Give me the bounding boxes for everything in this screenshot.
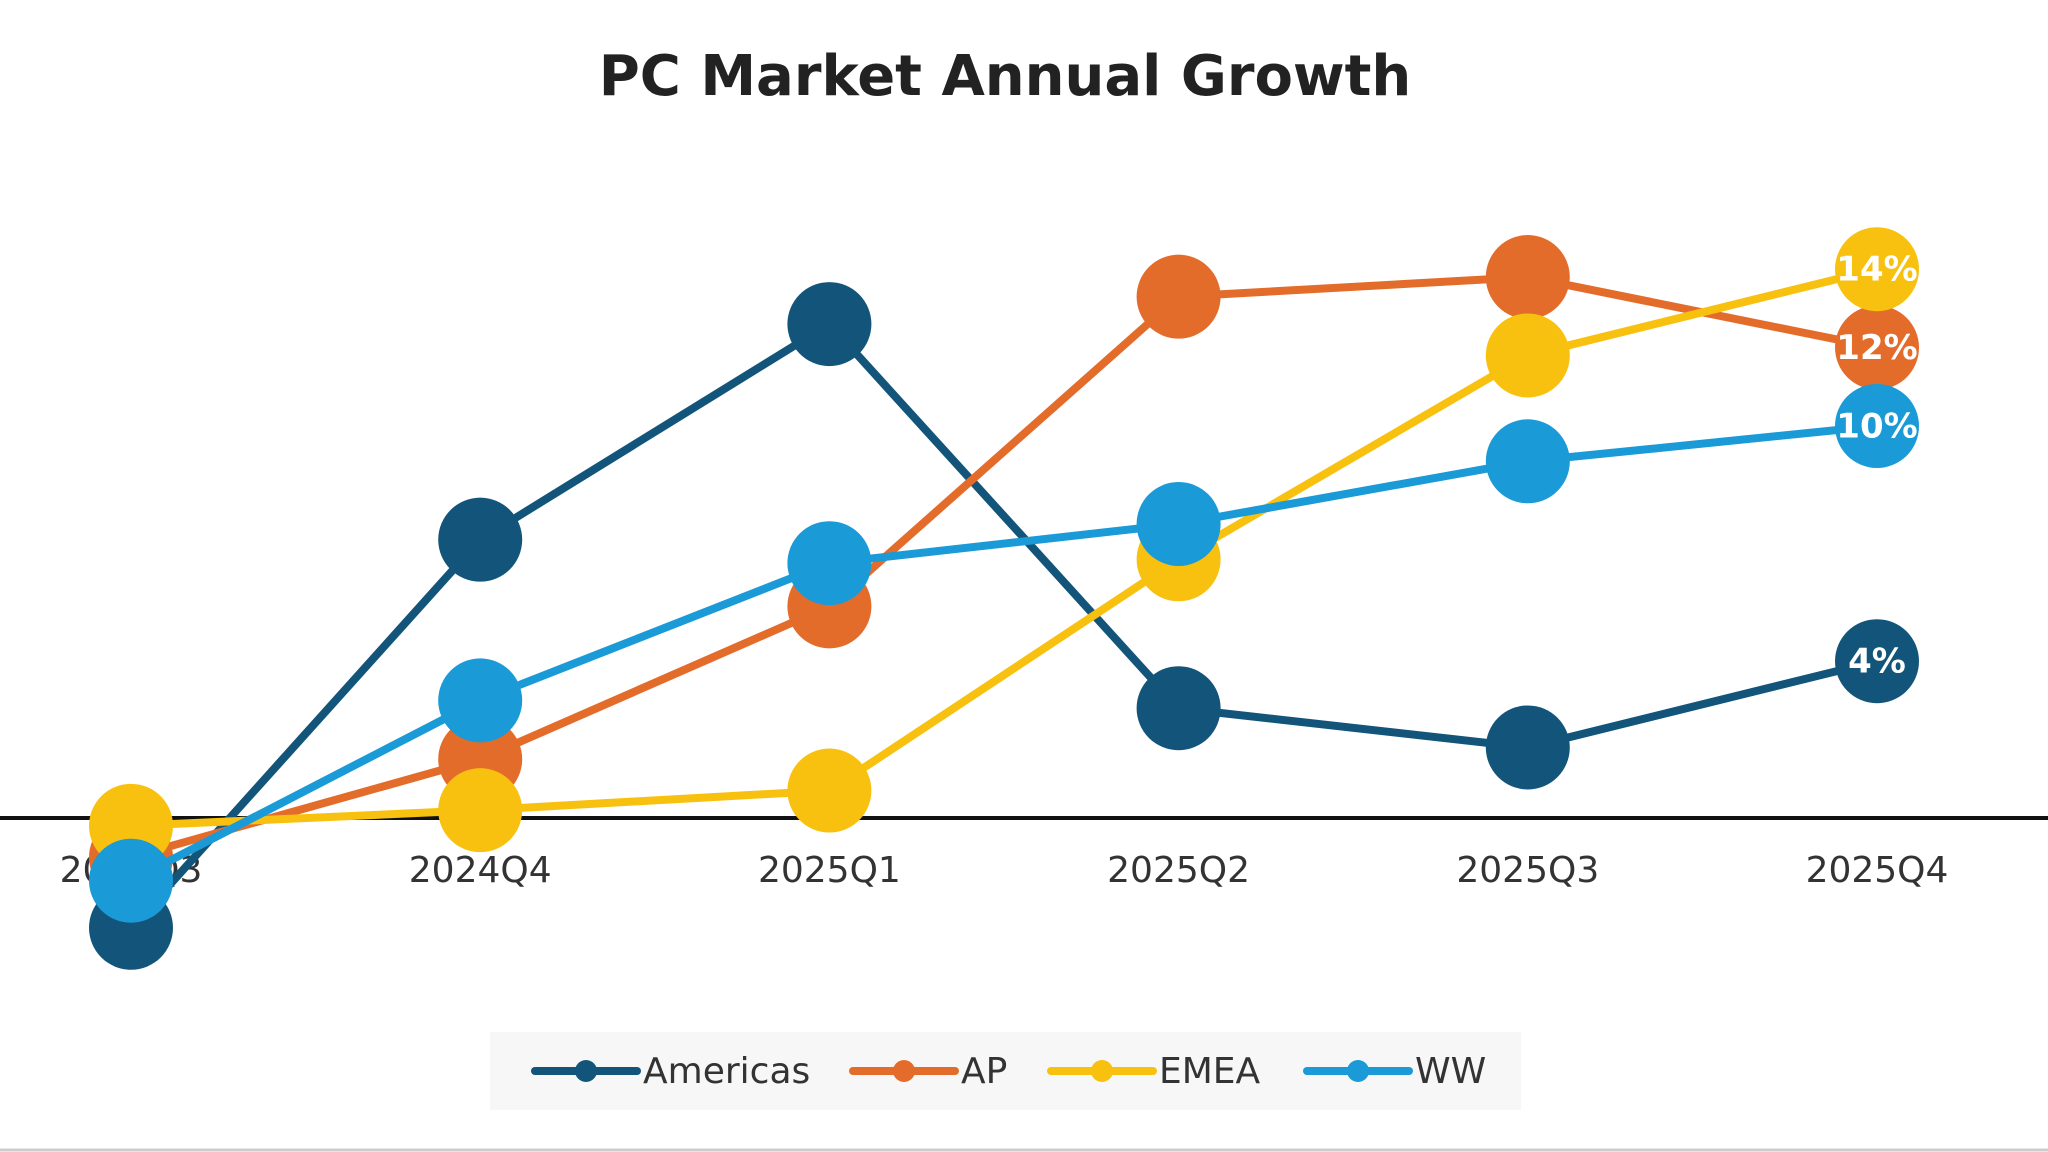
x-tick-label: 2025Q4 <box>1806 850 1949 891</box>
data-label: 10% <box>1836 407 1917 447</box>
data-point <box>1485 705 1570 790</box>
data-label: 4% <box>1848 642 1906 682</box>
data-point <box>438 658 523 743</box>
data-label: 12% <box>1836 328 1917 368</box>
data-point <box>1136 254 1221 339</box>
legend-label: EMEA <box>1159 1051 1261 1092</box>
x-tick-label: 2025Q3 <box>1456 850 1599 891</box>
data-point <box>787 282 872 367</box>
x-tick-label: 2024Q4 <box>409 850 552 891</box>
data-point <box>1835 384 1919 468</box>
data-point <box>1485 313 1570 398</box>
legend-marker <box>1347 1060 1369 1082</box>
series-line <box>129 422 1878 885</box>
legend-marker <box>893 1060 915 1082</box>
data-point <box>787 748 872 833</box>
data-point <box>1485 419 1570 504</box>
data-point <box>438 768 523 853</box>
data-point <box>1835 227 1919 312</box>
data-point <box>787 521 872 606</box>
series-line <box>128 320 1878 931</box>
data-point <box>89 838 173 923</box>
legend-label: Americas <box>643 1051 810 1092</box>
series-line <box>130 265 1878 830</box>
legend-marker <box>575 1060 597 1082</box>
x-tick-label: 2025Q1 <box>758 850 901 891</box>
data-point <box>1485 235 1570 320</box>
data-point <box>1835 305 1919 390</box>
data-label: 14% <box>1836 250 1917 290</box>
data-point <box>1136 482 1221 566</box>
chart-title: PC Market Annual Growth <box>599 44 1412 109</box>
data-point <box>1835 619 1919 704</box>
legend-marker <box>1091 1060 1113 1082</box>
series-line <box>129 273 1878 862</box>
data-point <box>1136 666 1221 751</box>
legend-label: WW <box>1415 1051 1486 1092</box>
legend-label: AP <box>961 1051 1007 1092</box>
data-point <box>438 497 523 582</box>
x-tick-label: 2025Q2 <box>1107 850 1250 891</box>
